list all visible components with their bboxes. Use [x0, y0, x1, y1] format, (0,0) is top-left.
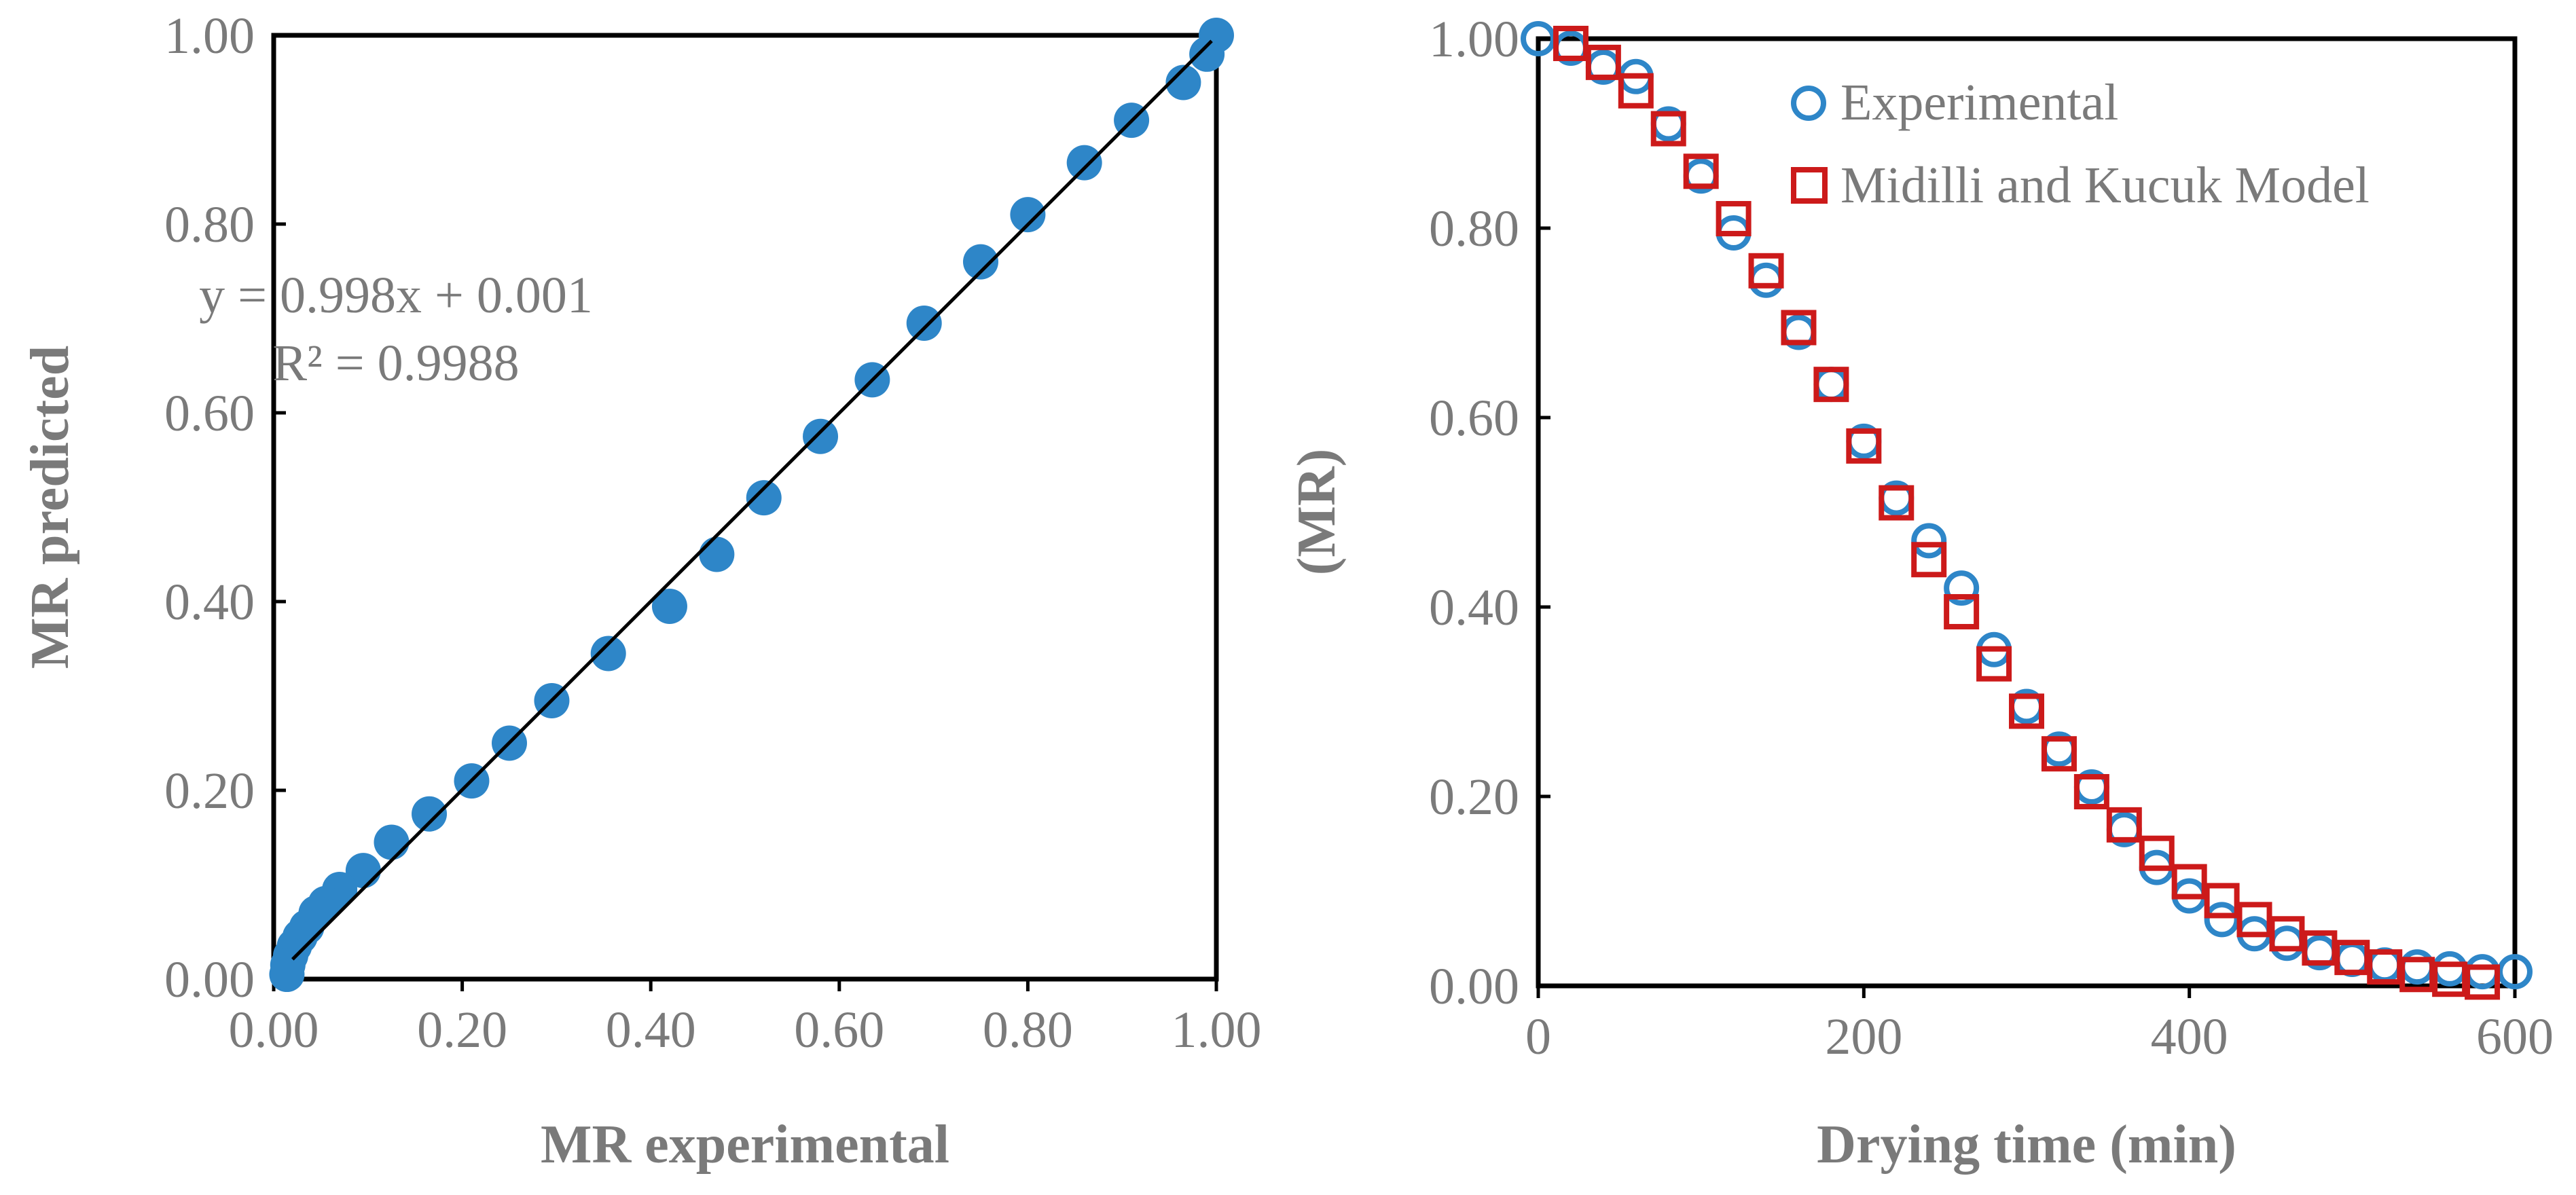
- right-y-tick-label: 0.20: [1429, 769, 1519, 826]
- model-point: [2041, 736, 2077, 772]
- left-data-point: [1165, 65, 1201, 100]
- legend-marker-model: [1791, 167, 1828, 204]
- left-y-tick-label: 1.00: [164, 7, 255, 65]
- left-data-point: [746, 480, 782, 516]
- right-y-tick-label: 1.00: [1429, 11, 1519, 68]
- model-point: [2204, 883, 2240, 919]
- model-point: [2009, 693, 2044, 729]
- model-point: [1846, 428, 1882, 464]
- model-point: [2106, 807, 2142, 843]
- model-point: [1748, 253, 1784, 289]
- right-chart: 0.00 0.20 0.40 0.60 0.80 1.00 0 200 400 600 Exper…: [1287, 11, 2554, 1175]
- left-data-point: [803, 418, 839, 454]
- experimental-point: [1911, 523, 1947, 559]
- right-plot-area: [1536, 36, 2518, 989]
- legend-label-experimental: Experimental: [1840, 74, 2118, 131]
- left-data-point: [906, 305, 942, 341]
- legend-label-model: Midilli and Kucuk Model: [1840, 157, 2370, 214]
- legend-marker-experimental: [1791, 86, 1826, 121]
- model-point: [2139, 835, 2175, 871]
- left-y-tick-label: 0.40: [164, 574, 255, 631]
- right-legend: Experimental Midilli and Kucuk Model: [1791, 74, 2370, 214]
- right-y-tick-label: 0.40: [1429, 579, 1519, 636]
- model-point: [1813, 367, 1849, 403]
- left-data-point: [651, 588, 687, 624]
- left-x-tick-label: 0.40: [606, 1001, 696, 1059]
- left-marks: [269, 18, 1234, 993]
- left-data-point: [590, 636, 626, 672]
- model-point: [2073, 774, 2109, 810]
- left-data-point: [412, 796, 448, 832]
- left-data-point: [1066, 145, 1102, 181]
- left-data-point: [1010, 197, 1046, 233]
- left-data-point: [269, 957, 305, 993]
- model-point: [1650, 111, 1686, 147]
- left-y-tick-label: 0.60: [164, 385, 255, 442]
- left-x-axis-title: MR experimental: [541, 1115, 949, 1175]
- model-point: [2171, 864, 2207, 900]
- model-point: [1716, 201, 1752, 237]
- left-trendline: [291, 39, 1213, 961]
- left-data-point: [699, 536, 735, 572]
- left-y-axis-title: MR predicted: [20, 346, 80, 669]
- left-x-tick-label: 1.00: [1172, 1001, 1262, 1059]
- model-point: [2465, 964, 2501, 1000]
- right-x-tick-label: 200: [1825, 1008, 1902, 1065]
- model-point: [1585, 44, 1621, 80]
- model-point: [1553, 25, 1589, 61]
- model-point: [1976, 646, 2012, 682]
- left-y-tick-label: 0.00: [164, 951, 255, 1008]
- right-y-tick-label: 0.00: [1429, 958, 1519, 1015]
- left-x-tick-label: 0.20: [417, 1001, 507, 1059]
- left-x-tick-label: 0.60: [794, 1001, 884, 1059]
- left-x-tick-label: 0.80: [983, 1001, 1073, 1059]
- right-x-tick-label: 400: [2151, 1008, 2228, 1065]
- experimental-point: [1944, 570, 1980, 606]
- right-x-tick-label: 0: [1525, 1008, 1551, 1065]
- left-x-tick-label: 0.00: [229, 1001, 319, 1059]
- right-y-tick-label: 0.80: [1429, 200, 1519, 257]
- model-point: [1683, 153, 1719, 189]
- right-x-axis-title: Drying time (min): [1817, 1115, 2236, 1175]
- left-data-point: [1189, 36, 1225, 72]
- model-point: [1618, 73, 1654, 109]
- right-x-tick-label: 600: [2476, 1008, 2554, 1065]
- right-y-tick-label: 0.60: [1429, 390, 1519, 447]
- model-point: [1944, 593, 1980, 629]
- left-annotation-equation: y = 0.998x + 0.001: [199, 267, 593, 324]
- right-marks: [1521, 21, 2533, 1000]
- left-ticks: 0.00 0.20 0.40 0.60 0.80 1.00 0.00 0.20 0.40 0.60…: [164, 7, 1262, 1059]
- right-ticks: 0.00 0.20 0.40 0.60 0.80 1.00 0 200 400 600: [1429, 11, 2554, 1065]
- left-data-point: [374, 824, 410, 860]
- left-annotation-r2: R² = 0.9988: [272, 335, 519, 392]
- left-plot-area: [271, 33, 1219, 982]
- model-point: [1911, 542, 1947, 578]
- left-chart: 0.00 0.20 0.40 0.60 0.80 1.00 0.00 0.20 0.40 0.60…: [20, 7, 1262, 1175]
- model-point: [1879, 485, 1915, 521]
- left-data-point: [963, 244, 998, 280]
- model-point: [1781, 310, 1817, 346]
- right-y-axis-title: (MR): [1287, 449, 1347, 576]
- left-y-tick-label: 0.80: [164, 196, 255, 253]
- left-y-tick-label: 0.20: [164, 762, 255, 820]
